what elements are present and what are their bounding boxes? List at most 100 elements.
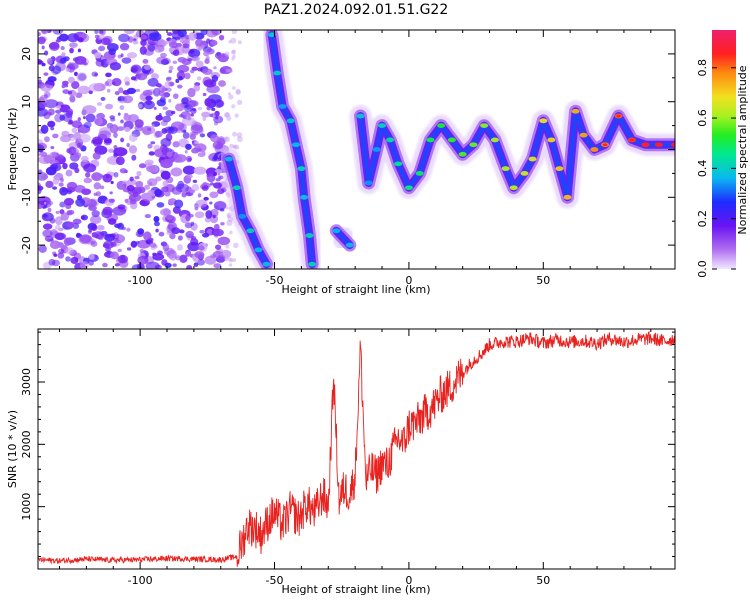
- noise-blob: [237, 40, 242, 45]
- noise-blob: [236, 136, 243, 143]
- noise-blob: [225, 244, 230, 249]
- noise-blob: [186, 174, 193, 179]
- noise-blob: [232, 54, 236, 59]
- noise-blob: [106, 250, 111, 255]
- noise-blob: [38, 58, 43, 65]
- noise-blob: [187, 57, 193, 62]
- noise-blob: [172, 30, 181, 35]
- spectrogram-y-label: Frequency (Hz): [6, 108, 19, 191]
- snr-series-line: [38, 331, 675, 567]
- noise-blob: [165, 109, 174, 117]
- noise-blob: [105, 103, 114, 110]
- noise-blob: [38, 108, 49, 117]
- noise-blob: [102, 206, 113, 216]
- noise-blob: [229, 230, 233, 235]
- noise-blob: [193, 166, 207, 175]
- noise-blob: [160, 52, 167, 58]
- noise-blob: [166, 151, 173, 158]
- noise-blob: [185, 214, 191, 222]
- noise-blob: [177, 56, 187, 63]
- noise-blob: [65, 256, 71, 262]
- track-peak: [437, 123, 446, 128]
- noise-blob: [145, 261, 160, 269]
- noise-blob: [160, 94, 165, 99]
- noise-blob: [216, 99, 225, 108]
- noise-blob: [227, 214, 231, 219]
- track-peak: [286, 118, 295, 124]
- noise-blob: [76, 72, 88, 82]
- noise-blob: [236, 99, 243, 106]
- noise-blob: [232, 258, 237, 262]
- noise-blob: [220, 222, 225, 226]
- noise-blob: [52, 186, 58, 190]
- noise-blob: [104, 81, 109, 87]
- noise-blob: [234, 113, 239, 118]
- noise-blob: [147, 178, 158, 187]
- noise-blob: [182, 43, 190, 49]
- noise-blob: [101, 198, 107, 202]
- noise-blob: [182, 132, 190, 139]
- noise-blob: [144, 214, 151, 219]
- noise-blob: [124, 198, 129, 203]
- noise-blob: [50, 146, 55, 150]
- noise-blob: [195, 38, 204, 47]
- noise-blob: [88, 90, 93, 95]
- noise-blob: [42, 223, 53, 230]
- noise-blob: [131, 154, 137, 161]
- noise-blob: [231, 30, 238, 35]
- noise-blob: [232, 145, 236, 149]
- noise-blob: [158, 231, 165, 237]
- noise-blob: [98, 130, 112, 140]
- track-peak: [480, 123, 489, 128]
- noise-blob: [190, 221, 195, 226]
- noise-blob: [168, 65, 174, 71]
- track-peak: [579, 132, 588, 138]
- noise-blob: [82, 116, 86, 120]
- noise-blob: [172, 93, 179, 99]
- noise-blob: [60, 45, 65, 51]
- noise-blob: [211, 107, 216, 111]
- noise-blob: [139, 34, 148, 40]
- noise-blob: [191, 147, 200, 154]
- noise-blob: [190, 113, 194, 117]
- noise-blob: [94, 254, 98, 259]
- noise-blob: [175, 103, 185, 112]
- track-peak: [490, 137, 499, 143]
- noise-blob: [194, 140, 200, 145]
- noise-blob: [185, 251, 191, 257]
- noise-blob: [130, 76, 137, 81]
- noise-blob: [194, 211, 205, 219]
- track-peak: [571, 108, 580, 114]
- noise-blob: [185, 115, 191, 120]
- noise-blob: [142, 58, 149, 64]
- noise-blob: [193, 262, 199, 267]
- colorbar-tick-label: 0.4: [696, 160, 709, 178]
- noise-blob: [60, 177, 64, 183]
- noise-blob: [189, 189, 195, 194]
- track-peak: [332, 228, 341, 234]
- noise-blob: [110, 251, 119, 260]
- x-tick-label: 50: [536, 274, 550, 287]
- x-tick-label: -50: [266, 274, 284, 287]
- track-peak: [404, 185, 413, 191]
- track-band: [226, 157, 269, 267]
- noise-blob: [132, 40, 139, 45]
- noise-blob: [184, 34, 190, 40]
- track-peak: [539, 118, 548, 124]
- noise-blob: [145, 100, 153, 106]
- noise-blob: [178, 229, 185, 234]
- noise-blob: [41, 45, 45, 50]
- noise-blob: [153, 215, 160, 223]
- noise-blob: [80, 155, 89, 163]
- noise-blob: [192, 179, 198, 183]
- noise-blob: [65, 169, 73, 177]
- noise-blob: [162, 115, 172, 123]
- noise-blob: [177, 180, 185, 190]
- noise-blob: [209, 201, 213, 205]
- noise-blob: [124, 81, 130, 86]
- noise-blob: [45, 166, 57, 176]
- noise-blob: [41, 212, 54, 222]
- noise-blob: [88, 228, 93, 233]
- noise-blob: [197, 259, 206, 266]
- noise-blob: [202, 68, 213, 75]
